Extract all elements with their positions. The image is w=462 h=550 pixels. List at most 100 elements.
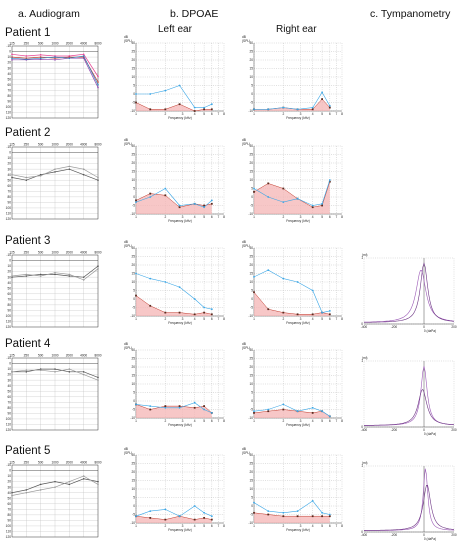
dpoae-y-tick: 30	[249, 144, 253, 148]
dpoae-unit-sub: (SPL)	[242, 451, 250, 455]
tymp-unit-label: (ml)	[362, 461, 368, 465]
dpoae-x-tick: 6	[211, 112, 213, 116]
dpoae-x-tick: 5	[203, 317, 205, 321]
dpoae-noise-point	[328, 106, 331, 109]
audiogram-level-tick: 120	[6, 428, 12, 432]
dpoae-noise-point	[193, 110, 196, 112]
dpoae-y-tick: -5	[250, 513, 253, 517]
audiogram-panel-1: 125 250 500 1000 2000 4000 8000 -10 0 10 20 30 40 50 6…	[2, 40, 102, 121]
dpoae-noise-point	[178, 103, 181, 106]
dpoae-y-tick: -10	[130, 416, 135, 420]
audiogram-point	[11, 176, 13, 179]
dpoae-y-tick: 20	[249, 161, 253, 165]
tympanometry-column-title: c. Tympanometry	[370, 8, 451, 20]
audiogram-point	[68, 168, 71, 170]
dpoae-y-tick: 25	[131, 255, 135, 259]
tymp-x-tick: -400	[361, 325, 368, 329]
dpoae-x-tick: 7	[217, 112, 219, 116]
dpoae-y-tick: -5	[250, 306, 253, 310]
dpoae-y-tick: 30	[131, 246, 135, 250]
audiogram-point	[25, 273, 28, 276]
dpoae-x-tick: 8	[223, 317, 225, 321]
dpoae-x-tick: 6	[211, 419, 213, 423]
dpoae-noise-point	[164, 311, 167, 314]
dpoae-noise-point	[149, 108, 152, 111]
audiogram-point	[82, 168, 85, 170]
dpoae-dp-point	[164, 187, 167, 190]
audiogram-point	[97, 176, 99, 179]
audiogram-point	[25, 275, 28, 277]
dpoae-x-tick: 4	[312, 524, 314, 528]
dpoae-y-tick: 10	[249, 280, 253, 284]
dpoae-dp-point	[267, 269, 270, 271]
audiogram-level-tick: -10	[6, 356, 11, 360]
dpoae-right-panel-2: dB (SPL) 30 25 20 15 10 5 0 -5 -10 1 2 3 4 5 6 7 8 Frequenc…	[240, 136, 348, 232]
audiogram-level-tick: 0	[9, 469, 11, 473]
audiogram-level-tick: -10	[6, 463, 11, 467]
dpoae-y-tick: 0	[133, 399, 135, 403]
audiogram-level-tick: 80	[7, 195, 11, 199]
dpoae-y-tick: 25	[131, 50, 135, 54]
dpoae-x-tick: 8	[223, 419, 225, 423]
dpoae-unit-label: dB	[124, 240, 128, 244]
audiogram-freq-tick: 4000	[80, 251, 87, 255]
patient-label-2: Patient 2	[5, 127, 51, 139]
audiogram-frame	[11, 357, 99, 431]
dpoae-dp-point	[164, 281, 167, 283]
dpoae-y-tick: 15	[249, 272, 253, 276]
audiogram-point	[11, 53, 13, 56]
dpoae-x-tick: 3	[300, 215, 302, 219]
audiogram-point	[11, 59, 13, 61]
dpoae-noise-point	[203, 204, 206, 207]
audiogram-freq-tick: 250	[24, 354, 30, 358]
dpoae-noise-area	[136, 516, 212, 523]
audiogram-freq-tick: 500	[38, 42, 44, 46]
dpoae-x-tick: 7	[335, 215, 337, 219]
dpoae-noise-point	[203, 517, 206, 519]
dpoae-dp-point	[282, 201, 285, 203]
audiogram-freq-tick: 250	[24, 143, 30, 147]
dpoae-dp-point	[193, 202, 196, 205]
dpoae-y-tick: 0	[251, 92, 253, 96]
dpoae-dp-point	[328, 105, 331, 107]
dpoae-x-tick: 5	[321, 215, 323, 219]
dpoae-dp-point	[296, 510, 299, 512]
dpoae-y-tick: 20	[131, 263, 135, 267]
audiogram-freq-tick: 1000	[51, 461, 58, 465]
dpoae-right-panel-5: dB (SPL) 30 25 20 15 10 5 0 -5 -10 1 2 3 4 5 6 7 8 Frequenc…	[240, 445, 348, 541]
audiogram-point	[54, 480, 56, 483]
dpoae-dp-point	[282, 511, 285, 514]
dpoae-dp-point	[321, 410, 324, 413]
audiogram-freq-tick: 4000	[80, 42, 87, 46]
audiogram-point	[39, 56, 42, 58]
dpoae-x-tick: 4	[312, 215, 314, 219]
dpoae-x-tick: 2	[164, 317, 166, 321]
dpoae-dp-point	[311, 500, 314, 502]
audiogram-point	[39, 368, 42, 370]
dpoae-y-tick: 30	[249, 41, 253, 45]
dpoae-noise-point	[253, 291, 255, 294]
dpoae-x-tick: 1	[135, 524, 137, 528]
dpoae-x-tick: 2	[282, 317, 284, 321]
dpoae-x-tick: 4	[194, 419, 196, 423]
audiogram-point	[54, 55, 56, 57]
dpoae-unit-sub: (SPL)	[124, 346, 132, 350]
tymp-x-label: 0 (daPa)	[424, 329, 436, 333]
audiogram-freq-tick: 125	[9, 251, 15, 255]
tymp-y-top: 1	[361, 359, 363, 363]
dpoae-left-panel-1: dB (SPL) 30 25 20 15 10 5 0 -5 -10 1 2 3 4 5 6 7 8 Frequenc…	[122, 33, 230, 129]
audiogram-point	[25, 58, 28, 61]
dpoae-y-tick: 10	[249, 382, 253, 386]
tymp-frame	[363, 465, 455, 533]
dpoae-y-tick: 20	[131, 58, 135, 62]
tymp-x-tick: -400	[361, 533, 368, 537]
audiogram-level-tick: -10	[6, 145, 11, 149]
dpoae-y-tick: 15	[131, 479, 135, 483]
dpoae-x-tick: 5	[203, 524, 205, 528]
audiogram-freq-tick: 125	[9, 42, 15, 46]
audiogram-level-tick: 60	[7, 83, 11, 87]
dpoae-noise-area	[254, 99, 330, 111]
tympanogram-panel-4: (ml) 1 0 -400 -200 0 200 0 (daPa)	[352, 353, 460, 437]
tymp-x-tick: 0	[423, 533, 425, 537]
audiogram-level-tick: -10	[6, 44, 11, 48]
